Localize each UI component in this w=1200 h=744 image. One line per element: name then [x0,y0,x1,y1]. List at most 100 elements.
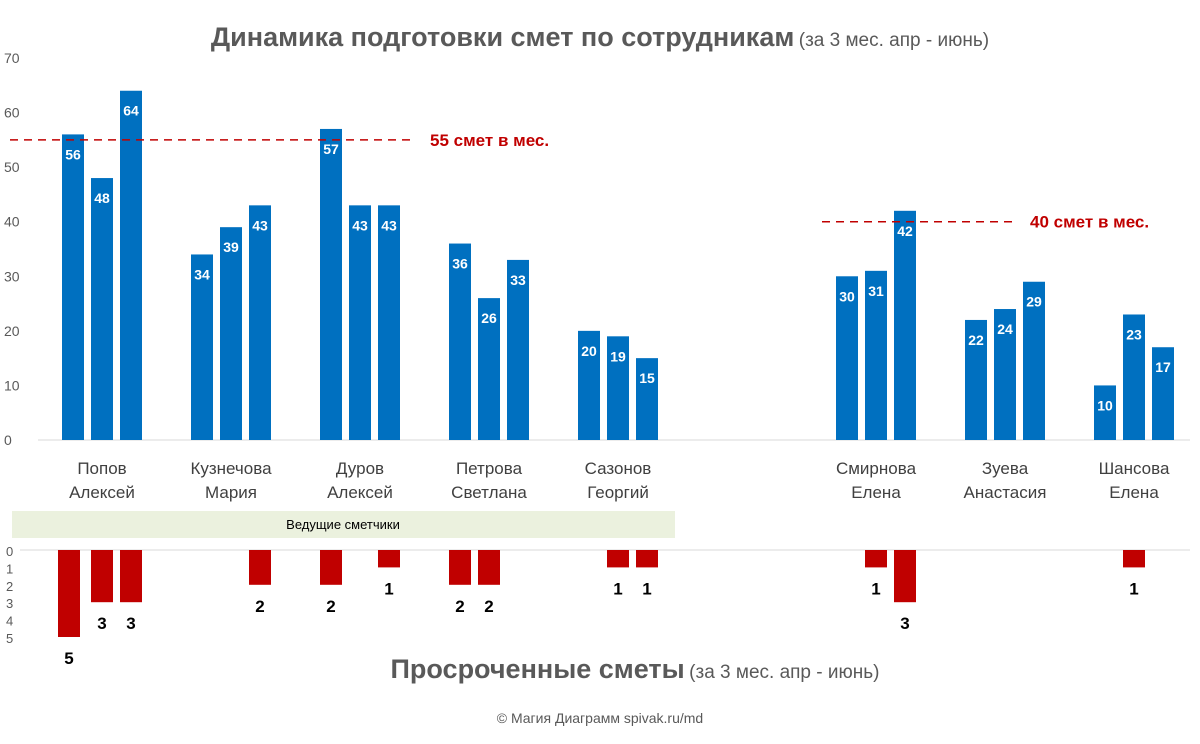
bar-value-label: 43 [352,217,368,233]
reference-line-label: 40 смет в мес. [1030,213,1149,232]
category-label: Кузнечова [190,459,272,478]
bar [91,178,113,441]
y-tick-label: 20 [4,323,20,339]
bar-value-label: 39 [223,239,239,255]
overdue-tick-label: 0 [6,544,13,559]
overdue-bar [91,550,113,603]
category-label: Зуева [982,459,1029,478]
category-label: Петрова [456,459,523,478]
bar [478,298,500,440]
category-label: Светлана [451,483,527,502]
bar-value-label: 30 [839,288,855,304]
overdue-bar [120,550,142,603]
category-label: Алексей [327,483,393,502]
bar-value-label: 56 [65,146,81,162]
overdue-bar [865,550,887,568]
bar [1094,385,1116,440]
overdue-bar [894,550,916,603]
bar-value-label: 34 [194,266,210,282]
bar [1123,314,1145,440]
overdue-tick-label: 1 [6,561,13,576]
overdue-value-label: 1 [384,579,393,598]
bar [994,309,1016,440]
bar-value-label: 26 [481,310,497,326]
bar-value-label: 48 [94,190,110,206]
y-tick-label: 10 [4,377,20,393]
overdue-bar [378,550,400,568]
overdue-subtitle: (за 3 мес. апр - июнь) [689,662,880,683]
overdue-tick-label: 3 [6,596,13,611]
y-tick-label: 30 [4,268,20,284]
category-label: Сазонов [585,459,652,478]
category-label: Алексей [69,483,135,502]
category-label: Елена [851,483,901,502]
bar-value-label: 19 [610,348,626,364]
overdue-title: Просроченные сметы (за 3 мес. апр - июнь… [35,654,1200,685]
main-title: Динамика подготовки смет по сотрудникам … [0,22,1200,53]
category-label: Анастасия [964,483,1047,502]
bar [894,210,916,440]
overdue-value-label: 1 [613,579,622,598]
category-label: Дуров [336,459,384,478]
category-label: Георгий [587,483,649,502]
overdue-bar [607,550,629,568]
bar [636,358,658,440]
overdue-title-text: Просроченные сметы [390,654,685,684]
overdue-value-label: 2 [255,597,264,616]
category-label: Попов [77,459,126,478]
bar-value-label: 17 [1155,359,1171,375]
bar [1023,281,1045,440]
overdue-bar [478,550,500,585]
bar-value-label: 43 [252,217,268,233]
y-tick-label: 60 [4,105,20,121]
overdue-bar [449,550,471,585]
bar [965,319,987,440]
main-subtitle: (за 3 мес. апр - июнь) [798,30,990,51]
bar-value-label: 33 [510,272,526,288]
category-label: Елена [1109,483,1159,502]
overdue-value-label: 1 [642,579,651,598]
bar [120,90,142,440]
bar [578,330,600,440]
bar-value-label: 23 [1126,326,1142,342]
bar-value-label: 31 [868,283,884,299]
bar [349,205,371,440]
bar [220,227,242,440]
main-title-text: Динамика подготовки смет по сотрудникам [210,22,795,52]
overdue-bar [636,550,658,568]
bar [449,243,471,440]
y-tick-label: 0 [4,432,12,448]
reference-line-label: 55 смет в мес. [430,131,549,150]
y-tick-label: 50 [4,159,20,175]
overdue-value-label: 1 [1129,579,1138,598]
overdue-value-label: 2 [484,597,493,616]
bar-value-label: 29 [1026,294,1042,310]
overdue-value-label: 3 [126,614,135,633]
bar [865,270,887,440]
bar [320,128,342,440]
group-band-label: Ведущие сметчики [286,517,400,532]
overdue-value-label: 5 [64,649,73,668]
bar-value-label: 24 [997,321,1013,337]
bar [249,205,271,440]
overdue-value-label: 3 [97,614,106,633]
bar [378,205,400,440]
category-label: Шансова [1099,459,1170,478]
bar-value-label: 36 [452,256,468,272]
bar-value-label: 57 [323,141,339,157]
bar-value-label: 43 [381,217,397,233]
y-tick-label: 40 [4,214,20,230]
overdue-bar [320,550,342,585]
overdue-tick-label: 2 [6,579,13,594]
bar [607,336,629,440]
overdue-tick-label: 4 [6,614,13,629]
bar [507,259,529,440]
bar-value-label: 15 [639,370,655,386]
footer-credit: © Магия Диаграмм spivak.ru/md [496,710,704,726]
bar [191,254,213,440]
overdue-bar [1123,550,1145,568]
bar-value-label: 20 [581,343,597,359]
group-band [12,511,675,538]
